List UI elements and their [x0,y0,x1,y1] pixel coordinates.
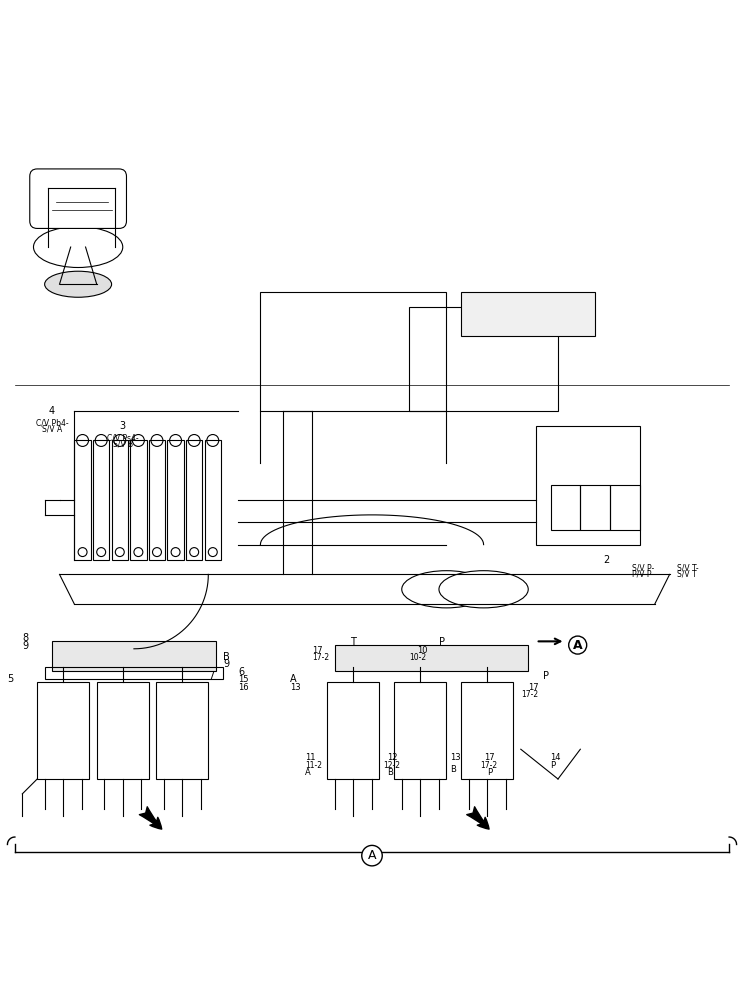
Bar [112,440,128,560]
Text: 9: 9 [223,659,229,669]
Text: 16: 16 [238,683,248,692]
Text: 17-2: 17-2 [521,690,538,699]
Text: 5: 5 [7,674,13,684]
Text: S/V P-: S/V P- [632,564,655,573]
Bar [551,485,580,530]
Text: A: A [290,674,297,684]
Bar [327,682,379,779]
Text: 10: 10 [417,646,427,655]
Ellipse shape [402,571,491,608]
Bar [461,292,595,336]
Bar [580,485,610,530]
Bar [74,440,91,560]
Text: P: P [487,768,493,777]
Text: 11-2: 11-2 [305,761,322,770]
Bar [186,440,202,560]
Text: 17: 17 [312,646,323,655]
Bar [45,667,223,679]
Text: 17: 17 [484,753,494,762]
Text: S/V B: S/V B [112,439,133,448]
Bar [149,440,165,560]
Text: S/V T-: S/V T- [677,564,699,573]
Text: B: B [387,768,393,777]
Text: 17-2: 17-2 [312,653,330,662]
Text: 12: 12 [387,753,397,762]
Text: 13: 13 [450,753,461,762]
Text: T: T [350,637,356,647]
Bar [610,485,640,530]
Text: 9: 9 [22,641,28,651]
Text: 12-2: 12-2 [383,761,400,770]
Text: 8: 8 [22,633,28,643]
Bar [37,682,89,779]
FancyBboxPatch shape [30,169,126,228]
Text: P/V P: P/V P [632,570,652,579]
Text: P: P [439,637,445,647]
Text: 10-2: 10-2 [409,653,426,662]
Bar [205,440,221,560]
Text: 15: 15 [238,675,248,684]
Bar [130,440,147,560]
Bar [461,682,513,779]
Bar [394,682,446,779]
Text: P: P [543,671,549,681]
Text: 6: 6 [238,667,244,677]
Ellipse shape [439,571,528,608]
Bar [156,682,208,779]
Bar [409,307,558,411]
Text: P: P [551,761,556,770]
Text: A: A [573,639,583,652]
Text: C/V Pb4-: C/V Pb4- [36,419,68,428]
Text: B: B [223,652,230,662]
Bar [97,682,149,779]
Ellipse shape [33,227,123,268]
Bar [167,440,184,560]
Ellipse shape [45,271,112,297]
Text: 7: 7 [208,671,214,681]
Bar [93,440,109,560]
Text: S/V A: S/V A [42,425,62,434]
Text: 2: 2 [603,555,609,565]
Text: C/V Ps4-: C/V Ps4- [107,433,138,442]
Text: 17: 17 [528,683,539,692]
Text: 14: 14 [551,753,561,762]
Text: 13: 13 [290,683,301,692]
Text: A: A [368,849,376,862]
Bar [335,645,528,671]
Text: A: A [305,768,311,777]
Text: S/V T: S/V T [677,570,696,579]
Text: 11: 11 [305,753,315,762]
Bar [260,292,446,411]
Bar [52,641,216,671]
Text: 3: 3 [120,421,126,431]
Text: 17-2: 17-2 [480,761,497,770]
Bar [536,426,640,545]
Text: 4: 4 [49,406,55,416]
Text: B: B [450,765,456,774]
